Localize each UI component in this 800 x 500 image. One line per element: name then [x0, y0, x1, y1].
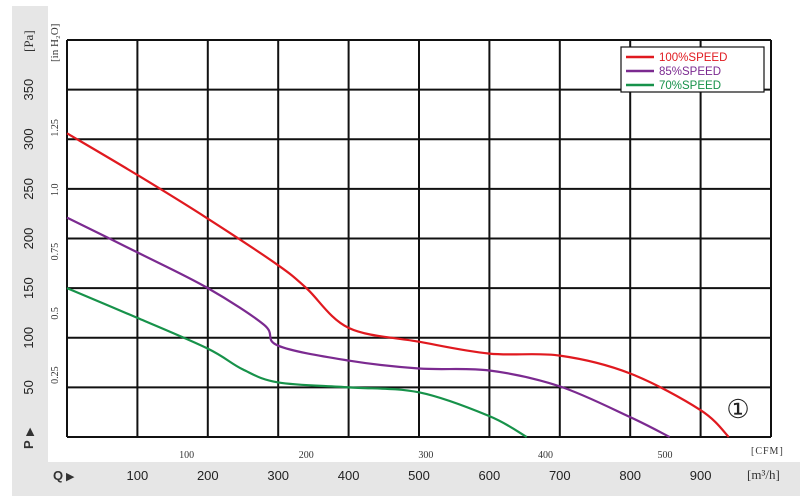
y-unit-pa: [Pa] [21, 30, 36, 52]
x-unit-m3h: [m³/h] [747, 467, 780, 482]
x-tick-label-cfm: 200 [299, 450, 314, 461]
x-tick-label-cfm: 300 [418, 450, 433, 461]
series-line-70-speed [66, 287, 528, 438]
x-unit-cfm: [CFM] [751, 446, 784, 457]
x-tick-label-m3h: 200 [197, 468, 219, 483]
y-tick-label-pa: 200 [21, 228, 36, 250]
y-tick-label-inh2o: 0.25 [50, 366, 61, 384]
y-unit-inh2o: [in H₂O] [49, 24, 61, 62]
legend: 100%SPEED 85%SPEED 70%SPEED [620, 46, 765, 93]
legend-label: 85%SPEED [659, 66, 721, 78]
legend-label: 100%SPEED [659, 52, 727, 64]
y-tick-label-pa: 300 [21, 128, 36, 150]
x-tick-label-m3h: 800 [619, 468, 641, 483]
y-tick-label-inh2o: 1.0 [50, 184, 61, 197]
x-tick-label-cfm: 500 [658, 450, 673, 461]
series-line-100-speed [66, 132, 730, 438]
x-tick-label-m3h: 300 [267, 468, 289, 483]
curve-number-badge: ① [726, 394, 749, 424]
x-tick-label-cfm: 100 [179, 450, 194, 461]
x-tick-label-m3h: 700 [549, 468, 571, 483]
x-tick-label-m3h: 900 [690, 468, 712, 483]
chart-series [66, 132, 730, 438]
chart-grid [66, 39, 772, 438]
x-axis-band [12, 462, 800, 496]
x-axis-label: Q [53, 468, 63, 483]
y-tick-label-pa: 50 [21, 380, 36, 394]
y-axis-label: P [21, 440, 36, 449]
x-tick-label-m3h: 500 [408, 468, 430, 483]
x-tick-label-m3h: 400 [338, 468, 360, 483]
x-tick-label-cfm: 400 [538, 450, 553, 461]
y-tick-label-pa: 150 [21, 277, 36, 299]
y-tick-label-pa: 100 [21, 327, 36, 349]
x-tick-label-m3h: 100 [127, 468, 149, 483]
y-tick-label-inh2o: 1.25 [50, 119, 61, 137]
series-line-85-speed [66, 216, 671, 438]
y-tick-label-pa: 350 [21, 79, 36, 101]
y-axis-band [12, 6, 48, 462]
y-tick-label-inh2o: 0.5 [50, 307, 61, 320]
x-axis-arrow-icon: ▶ [66, 471, 75, 483]
y-tick-label-inh2o: 0.75 [50, 243, 61, 261]
x-tick-label-m3h: 600 [479, 468, 501, 483]
legend-label: 70%SPEED [659, 80, 721, 92]
y-tick-label-pa: 250 [21, 178, 36, 200]
y-axis-arrow-icon: ▶ [24, 427, 36, 436]
